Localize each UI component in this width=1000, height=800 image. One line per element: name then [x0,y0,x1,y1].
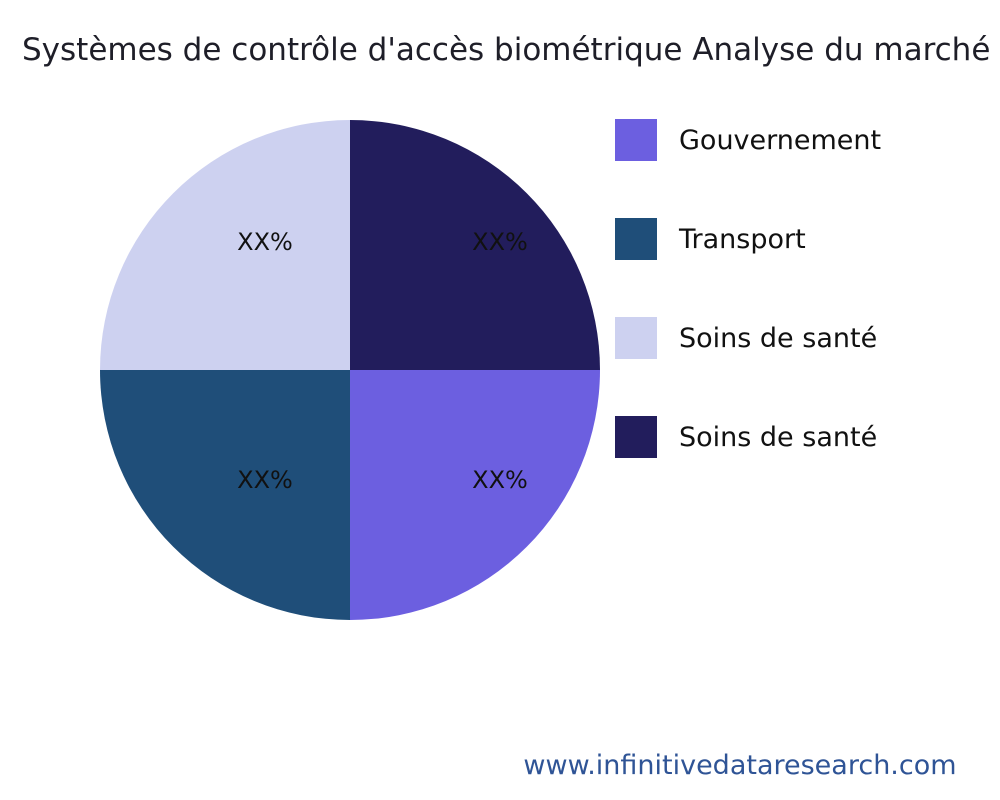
slice-label-top-right: XX% [472,228,528,256]
legend-item: Gouvernement [615,118,881,162]
legend-label: Soins de santé [679,322,878,354]
legend-item: Soins de santé [615,316,881,360]
legend-label: Transport [679,223,806,255]
legend-swatch [615,119,657,161]
legend-swatch [615,416,657,458]
footer-website-link[interactable]: www.infinitivedataresearch.com [523,750,957,781]
slice-label-top-left: XX% [237,228,293,256]
pie-chart [100,120,600,620]
legend-item: Transport [615,217,881,261]
legend: Gouvernement Transport Soins de santé So… [615,118,881,514]
legend-item: Soins de santé [615,415,881,459]
legend-swatch [615,317,657,359]
slice-label-bottom-left: XX% [237,466,293,494]
chart-title: Systèmes de contrôle d'accès biométrique… [22,32,991,68]
legend-label: Gouvernement [679,124,882,156]
legend-swatch [615,218,657,260]
legend-label: Soins de santé [679,421,878,453]
slice-label-bottom-right: XX% [472,466,528,494]
